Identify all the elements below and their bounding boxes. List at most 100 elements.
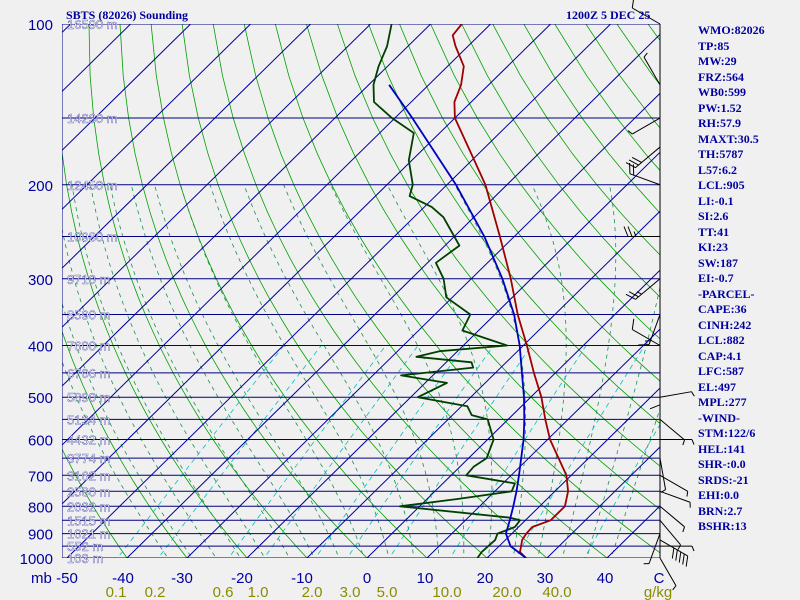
dry-adiabat bbox=[306, 24, 660, 510]
dry-adiabat bbox=[150, 24, 428, 558]
moist-adiabat bbox=[62, 360, 169, 558]
dry-adiabat bbox=[368, 24, 660, 424]
wind-barb bbox=[625, 146, 661, 169]
stat-item: SW:187 bbox=[698, 255, 739, 270]
pressure-label: 500 bbox=[28, 390, 53, 407]
height-label: 1515 m bbox=[67, 513, 110, 528]
mixing-ratio-line bbox=[263, 345, 419, 558]
wind-barb bbox=[629, 163, 661, 186]
dry-adiabat bbox=[119, 24, 368, 558]
chart-title-time: 1200Z 5 DEC 25 bbox=[566, 8, 651, 22]
pressure-unit-label: mb bbox=[31, 570, 52, 587]
mixing-ratio-line bbox=[449, 345, 587, 558]
dry-adiabat bbox=[337, 24, 660, 467]
mixing-ratio-label: 0.1 bbox=[106, 584, 127, 600]
stat-item: TT:41 bbox=[698, 224, 730, 239]
pressure-label: 300 bbox=[28, 272, 53, 289]
wind-barb bbox=[659, 505, 685, 533]
stat-item: -PARCEL- bbox=[698, 286, 755, 301]
mixing-ratio-line bbox=[116, 345, 285, 558]
wind-barb bbox=[659, 539, 689, 567]
stat-item: WMO:82026 bbox=[698, 23, 765, 37]
wind-barb bbox=[659, 458, 667, 493]
mixing-ratio-label: 0.6 bbox=[213, 584, 234, 600]
isotherm bbox=[66, 24, 611, 558]
isotherm bbox=[62, 24, 431, 387]
mixing-ratio-label: 5.0 bbox=[377, 584, 398, 600]
dry-adiabat bbox=[399, 24, 660, 382]
stat-item: RH:57.9 bbox=[698, 116, 741, 130]
stat-item: TH:5787 bbox=[698, 147, 744, 161]
isotherm bbox=[62, 24, 551, 505]
stat-item: EL:497 bbox=[698, 379, 737, 394]
wind-barb bbox=[659, 519, 682, 550]
isotherm bbox=[62, 24, 131, 93]
height-label: 103 m bbox=[67, 551, 103, 566]
sounding-curves bbox=[372, 24, 569, 558]
stat-item: WB0:599 bbox=[698, 85, 746, 99]
stat-item: MPL:277 bbox=[698, 395, 747, 409]
mixing-ratio-label: 2.0 bbox=[302, 584, 323, 600]
dry-adiabat bbox=[243, 24, 608, 558]
height-label: 16590 m bbox=[67, 17, 118, 32]
mixing-ratio-line bbox=[388, 345, 532, 558]
isotherm bbox=[62, 24, 251, 210]
stat-item: SI:2.6 bbox=[698, 209, 729, 223]
stat-item: CINH:242 bbox=[698, 317, 752, 332]
moist-adiabat bbox=[180, 184, 365, 558]
height-label: 10980 m bbox=[67, 229, 118, 244]
stat-item: CAPE:36 bbox=[698, 302, 747, 316]
moist-adiabat bbox=[586, 284, 660, 558]
stat-item: PW:1.52 bbox=[698, 100, 742, 115]
height-label: 9710 m bbox=[67, 272, 110, 287]
height-label: 7600 m bbox=[67, 339, 110, 354]
height-label: 2580 m bbox=[67, 484, 110, 499]
stat-item: CAP:4.1 bbox=[698, 348, 742, 363]
pressure-label: 200 bbox=[28, 178, 53, 195]
stat-item: LFC:587 bbox=[698, 364, 744, 378]
wind-barb bbox=[638, 314, 661, 346]
wind-barb bbox=[623, 226, 660, 237]
moist-adiabat bbox=[130, 184, 315, 558]
height-label: 2032 m bbox=[67, 499, 110, 514]
wind-barb bbox=[631, 0, 661, 25]
stat-item: LI:-0.1 bbox=[698, 193, 734, 208]
height-label: 12450 m bbox=[67, 178, 118, 193]
isotherm bbox=[62, 24, 491, 446]
background-lines bbox=[62, 24, 660, 558]
mixing-ratio-line bbox=[584, 423, 660, 558]
height-label: 3774 m bbox=[67, 451, 110, 466]
pressure-label: 100 bbox=[28, 17, 53, 34]
wind-barb bbox=[643, 533, 661, 565]
mixing-ratio-line bbox=[157, 345, 322, 558]
stat-item: EI:-0.7 bbox=[698, 271, 734, 285]
height-label: 3162 m bbox=[67, 468, 110, 483]
temperature-tick-label: -40 bbox=[112, 570, 134, 587]
moist-adiabat bbox=[610, 407, 660, 558]
stat-item: KI:23 bbox=[698, 240, 728, 254]
parcel-line bbox=[388, 84, 527, 558]
isotherm bbox=[306, 210, 660, 558]
wind-barb bbox=[643, 52, 661, 86]
dry-adiabat bbox=[461, 24, 660, 298]
stat-item: -WIND- bbox=[698, 410, 740, 425]
temperature-line bbox=[451, 24, 569, 558]
temperature-tick-label: 20 bbox=[477, 570, 494, 587]
wind-barb bbox=[659, 557, 677, 591]
height-label: 552 m bbox=[67, 539, 103, 554]
stat-item: BRN:2.7 bbox=[698, 503, 743, 518]
dry-adiabat bbox=[212, 24, 548, 558]
moist-adiabat bbox=[154, 184, 340, 558]
isotherm bbox=[62, 24, 371, 328]
height-label: 4432 m bbox=[67, 433, 110, 448]
isotherm bbox=[126, 33, 660, 558]
temperature-tick-label: C bbox=[654, 570, 665, 587]
temperature-tick-label: -10 bbox=[291, 570, 313, 587]
height-label: 14230 m bbox=[67, 111, 118, 126]
stat-item: BSHR:13 bbox=[698, 519, 747, 533]
isotherm bbox=[426, 328, 660, 558]
dewpoint-line bbox=[372, 24, 521, 558]
moist-adiabat bbox=[386, 184, 493, 558]
pressure-label: 700 bbox=[28, 468, 53, 485]
